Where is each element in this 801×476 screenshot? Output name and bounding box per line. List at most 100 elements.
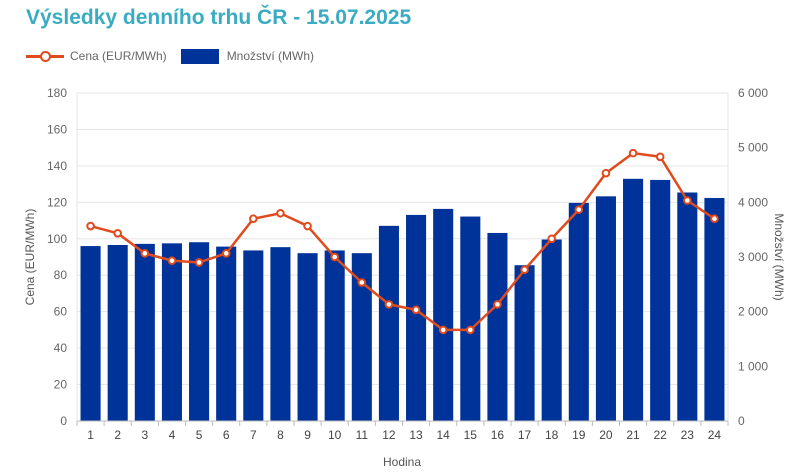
x-tick-label: 22 — [654, 428, 668, 442]
x-tick-label: 16 — [491, 428, 505, 442]
volume-bar — [595, 196, 616, 421]
right-axis-title: Množství (MWh) — [772, 213, 786, 300]
x-tick-label: 19 — [572, 428, 586, 442]
price-point — [493, 300, 502, 309]
y-left-tick-label: 140 — [47, 159, 67, 173]
legend-label-volume: Množství (MWh) — [226, 49, 315, 63]
price-point — [384, 300, 394, 309]
volume-bar — [433, 208, 454, 421]
x-tick-label: 3 — [141, 428, 148, 442]
y-left-tick-label: 160 — [47, 122, 67, 136]
legend-item-price[interactable]: Cena (EUR/MWh) — [26, 49, 167, 63]
y-right-tick-label: 0 — [738, 414, 745, 428]
volume-bar — [134, 243, 155, 421]
price-point — [683, 196, 692, 205]
x-tick-label: 12 — [382, 428, 396, 442]
volume-bar — [270, 247, 291, 421]
x-tick-label: 14 — [437, 428, 451, 442]
price-line — [86, 148, 719, 335]
volume-bar — [460, 216, 481, 421]
y-right-tick-label: 2 000 — [738, 305, 768, 319]
price-point — [221, 249, 231, 258]
x-tick-label: 23 — [681, 428, 695, 442]
price-point — [113, 229, 122, 238]
x-tick-label: 5 — [196, 428, 203, 442]
chart-title: Výsledky denního trhu ČR - 15.07.2025 — [26, 6, 412, 29]
y-left-tick-label: 40 — [54, 341, 68, 355]
legend-label-price: Cena (EUR/MWh) — [70, 49, 167, 63]
x-axis-title: Hodina — [383, 455, 421, 469]
y-left-tick-label: 180 — [47, 86, 67, 100]
volume-bar — [378, 225, 399, 421]
y-right-tick-label: 6 000 — [738, 86, 768, 100]
volume-bar — [161, 243, 182, 421]
price-point — [438, 325, 448, 335]
volume-bars — [80, 178, 725, 421]
line-marker-icon — [26, 49, 64, 63]
x-tick-label: 2 — [114, 428, 121, 442]
price-point — [520, 265, 529, 275]
price-point — [249, 214, 258, 224]
price-point — [466, 325, 475, 335]
x-tick-label: 4 — [169, 428, 176, 442]
volume-bar — [297, 253, 318, 421]
volume-bar — [406, 214, 427, 421]
price-point — [655, 152, 665, 162]
x-tick-label: 11 — [356, 428, 369, 442]
gridlines — [76, 92, 729, 422]
price-point — [167, 256, 177, 265]
x-tick-label: 13 — [409, 428, 423, 442]
price-point — [601, 168, 611, 178]
y-left-tick-label: 80 — [54, 268, 68, 282]
legend-item-volume[interactable]: Množství (MWh) — [180, 48, 315, 64]
price-point — [194, 258, 204, 267]
volume-bar — [243, 250, 264, 421]
price-point — [330, 252, 339, 262]
price-point — [574, 205, 584, 214]
x-tick-label: 15 — [464, 428, 478, 442]
y-right-tick-label: 3 000 — [738, 250, 768, 264]
bar-swatch-icon — [180, 48, 219, 64]
volume-bar — [650, 179, 671, 421]
x-tick-label: 1 — [87, 428, 94, 442]
volume-bar — [514, 265, 535, 421]
x-tick-label: 9 — [304, 428, 311, 442]
volume-bar — [216, 246, 237, 421]
x-tick-label: 7 — [250, 428, 257, 442]
price-point — [86, 221, 95, 231]
price-point — [357, 278, 367, 287]
volume-bar — [189, 242, 210, 421]
volume-bar — [324, 250, 345, 421]
volume-bar — [704, 197, 725, 421]
x-tick-label: 10 — [328, 428, 342, 442]
volume-bar — [107, 244, 128, 421]
price-point — [140, 249, 150, 258]
y-left-tick-label: 120 — [47, 195, 67, 209]
volume-bar — [351, 253, 372, 421]
x-tick-label: 8 — [277, 428, 284, 442]
price-point — [628, 148, 638, 158]
y-left-tick-label: 0 — [60, 414, 67, 428]
y-right-tick-label: 4 000 — [738, 195, 768, 209]
x-tick-label: 20 — [599, 428, 613, 442]
x-tick-label: 17 — [518, 428, 532, 442]
price-point — [303, 221, 312, 231]
y-left-tick-label: 100 — [47, 232, 67, 246]
x-tick-label: 24 — [708, 428, 722, 442]
price-point — [710, 214, 719, 224]
price-point — [411, 305, 421, 315]
volume-bar — [623, 178, 644, 421]
x-tick-label: 6 — [223, 428, 230, 442]
volume-bar — [677, 192, 698, 421]
legend: Cena (EUR/MWh) Množství (MWh) — [26, 44, 328, 68]
y-left-tick-label: 20 — [54, 378, 68, 392]
x-tick-label: 21 — [626, 428, 640, 442]
x-tick-label: 18 — [545, 428, 559, 442]
y-right-tick-label: 5 000 — [738, 141, 768, 155]
price-point — [547, 234, 556, 244]
volume-bar — [80, 246, 101, 421]
price-line-path — [90, 151, 716, 332]
volume-bar — [541, 239, 562, 421]
